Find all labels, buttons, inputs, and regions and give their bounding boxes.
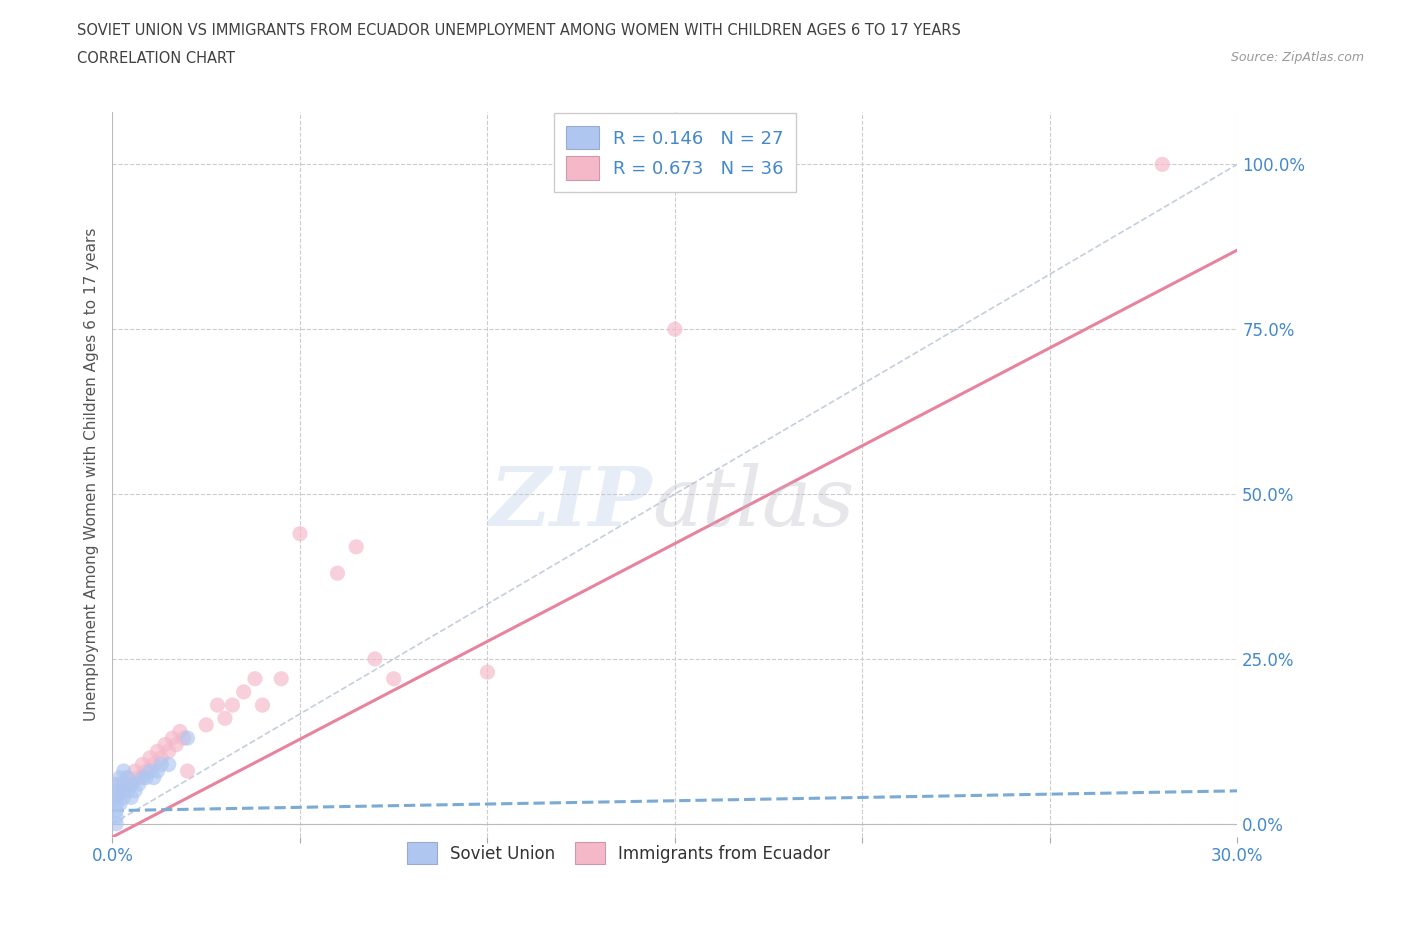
Point — [162, 731, 184, 746]
Point — [169, 724, 191, 739]
Point — [112, 783, 135, 798]
Point — [153, 737, 176, 752]
Point — [128, 777, 150, 791]
Point — [157, 744, 180, 759]
Point — [252, 698, 274, 712]
Point — [117, 783, 139, 798]
Point — [117, 770, 139, 785]
Point — [664, 322, 686, 337]
Point — [243, 671, 266, 686]
Point — [105, 804, 128, 818]
Point — [150, 751, 173, 765]
Point — [146, 744, 169, 759]
Point — [232, 684, 254, 699]
Point — [117, 770, 139, 785]
Point — [221, 698, 243, 712]
Point — [382, 671, 405, 686]
Point — [120, 777, 142, 791]
Point — [108, 797, 131, 812]
Point — [105, 817, 128, 831]
Point — [105, 790, 128, 804]
Point — [108, 770, 131, 785]
Point — [176, 731, 198, 746]
Point — [176, 764, 198, 778]
Point — [124, 764, 146, 778]
Point — [173, 731, 195, 746]
Point — [1152, 157, 1174, 172]
Point — [477, 665, 499, 680]
Point — [165, 737, 187, 752]
Point — [142, 757, 165, 772]
Point — [326, 565, 349, 580]
Point — [142, 770, 165, 785]
Point — [112, 764, 135, 778]
Point — [150, 757, 173, 772]
Point — [288, 526, 311, 541]
Point — [135, 764, 157, 778]
Point — [195, 717, 218, 732]
Point — [139, 751, 162, 765]
Point — [135, 770, 157, 785]
Legend: Soviet Union, Immigrants from Ecuador: Soviet Union, Immigrants from Ecuador — [398, 834, 839, 872]
Point — [131, 770, 153, 785]
Point — [128, 770, 150, 785]
Text: ZIP: ZIP — [489, 463, 652, 543]
Point — [105, 797, 128, 812]
Text: SOVIET UNION VS IMMIGRANTS FROM ECUADOR UNEMPLOYMENT AMONG WOMEN WITH CHILDREN A: SOVIET UNION VS IMMIGRANTS FROM ECUADOR … — [77, 23, 962, 38]
Text: Source: ZipAtlas.com: Source: ZipAtlas.com — [1230, 51, 1364, 64]
Point — [105, 783, 128, 798]
Point — [108, 777, 131, 791]
Point — [270, 671, 292, 686]
Point — [139, 764, 162, 778]
Point — [157, 757, 180, 772]
Point — [112, 790, 135, 804]
Point — [207, 698, 229, 712]
Point — [364, 652, 387, 667]
Text: CORRELATION CHART: CORRELATION CHART — [77, 51, 235, 66]
Point — [214, 711, 236, 725]
Point — [344, 539, 367, 554]
Point — [108, 783, 131, 798]
Text: atlas: atlas — [652, 463, 855, 543]
Point — [112, 777, 135, 791]
Point — [120, 777, 142, 791]
Point — [124, 783, 146, 798]
Point — [120, 790, 142, 804]
Point — [105, 790, 128, 804]
Y-axis label: Unemployment Among Women with Children Ages 6 to 17 years: Unemployment Among Women with Children A… — [83, 228, 98, 721]
Point — [146, 764, 169, 778]
Point — [105, 810, 128, 825]
Point — [105, 777, 128, 791]
Point — [131, 757, 153, 772]
